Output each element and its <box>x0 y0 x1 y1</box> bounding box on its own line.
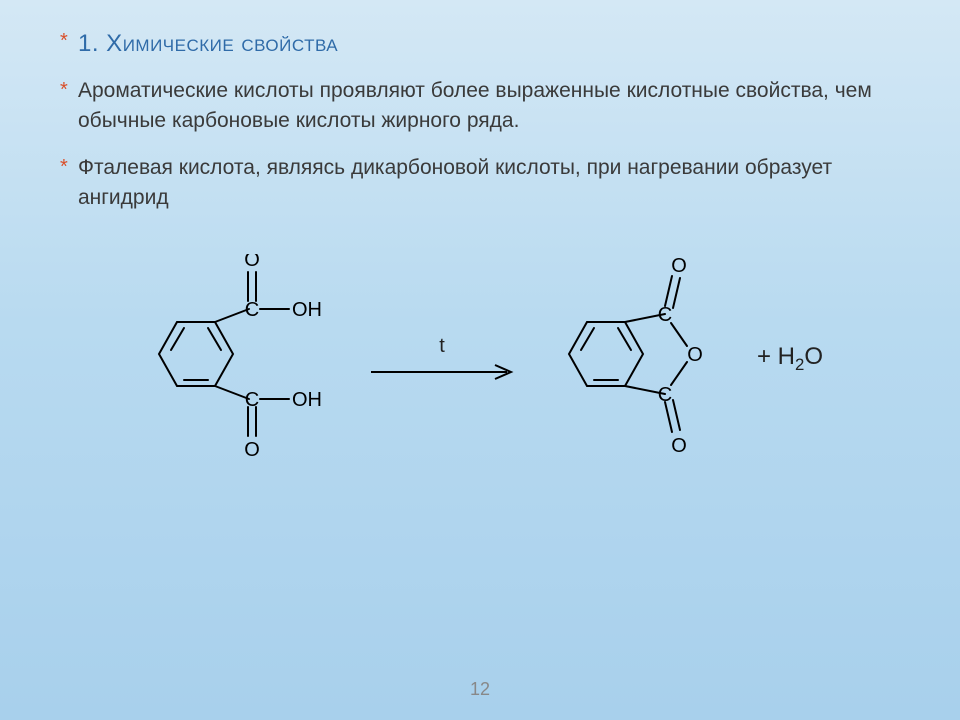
product-water: + H2O <box>757 343 823 375</box>
svg-text:OH: OH <box>292 299 322 321</box>
arrow-condition-label: t <box>439 335 445 358</box>
svg-text:O: O <box>671 435 687 457</box>
svg-text:O: O <box>671 255 687 277</box>
reaction-scheme: O C OH C OH O t <box>0 254 960 464</box>
svg-text:C: C <box>658 384 672 406</box>
svg-text:C: C <box>658 304 672 326</box>
svg-text:O: O <box>244 254 260 271</box>
page-number: 12 <box>470 679 490 700</box>
svg-text:O: O <box>687 344 703 366</box>
molecule-phthalic-acid: O C OH C OH O <box>137 254 337 464</box>
svg-text:OH: OH <box>292 389 322 411</box>
svg-text:O: O <box>244 439 260 461</box>
paragraph-2: Фталевая кислота, являясь дикарбоновой к… <box>60 153 900 214</box>
paragraph-1: Ароматические кислоты проявляют более вы… <box>60 76 900 137</box>
section-heading: 1. Химические свойства <box>60 30 900 58</box>
reaction-arrow: t <box>367 335 517 382</box>
svg-text:C: C <box>245 389 259 411</box>
svg-text:C: C <box>245 299 259 321</box>
molecule-phthalic-anhydride: O C O C O <box>547 254 727 464</box>
arrow-icon <box>367 362 517 382</box>
